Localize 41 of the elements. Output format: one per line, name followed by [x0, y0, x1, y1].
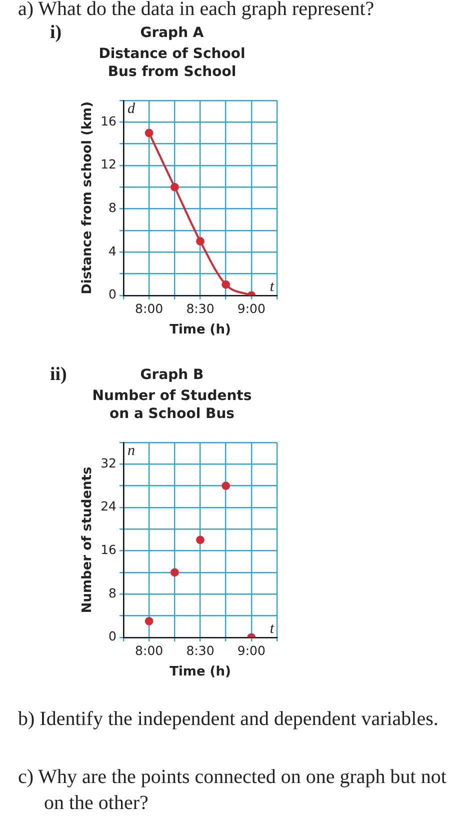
chart-subtitle: Number of Students on a School Bus	[91, 387, 253, 423]
point	[144, 616, 154, 626]
annotation: t	[270, 620, 275, 637]
annotation: d	[128, 100, 136, 117]
point	[170, 568, 179, 577]
annotation: n	[128, 442, 136, 459]
point	[196, 237, 204, 246]
point	[222, 280, 230, 289]
x-tick-label: 8:00	[135, 643, 164, 658]
y-tick-label: 8	[108, 200, 117, 216]
y-axis-title: Number of students	[80, 466, 96, 614]
y-tick-label: 8	[108, 585, 117, 600]
y-tick-label: 32	[100, 455, 117, 470]
y-tick-label: 16	[100, 113, 117, 128]
text: b) Identify the independent and dependent variables.	[18, 707, 440, 732]
chart-title: Graph B	[139, 366, 205, 384]
point	[222, 482, 230, 490]
x-tick-label: 9:00	[237, 643, 266, 658]
chart-subtitle: Distance of School Bus from School	[98, 45, 246, 81]
x-tick-label: 8:30	[186, 643, 214, 658]
x-tick-label: 9:00	[237, 301, 266, 316]
y-axis-title: Distance from school (km)	[80, 101, 96, 294]
x-axis-title: Time (h)	[170, 664, 231, 680]
y-tick-label: 16	[100, 542, 117, 558]
text: ii)	[50, 364, 67, 386]
text: c) Why are the points connected on one graph but not on the other?	[18, 765, 448, 816]
y-tick-label: 0	[108, 628, 117, 644]
x-tick-label: 8:30	[186, 301, 214, 316]
text: i)	[50, 22, 62, 44]
y-tick-label: 4	[108, 243, 117, 258]
y-tick-label: 24	[100, 498, 117, 514]
y-tick-label: 0	[108, 286, 117, 302]
point	[170, 182, 179, 192]
chart-title: Graph A	[139, 24, 205, 42]
x-tick-label: 8:00	[135, 301, 164, 316]
point	[196, 536, 204, 544]
x-axis-title: Time (h)	[170, 322, 231, 338]
point	[144, 128, 154, 138]
y-tick-label: 12	[100, 156, 117, 172]
annotation: t	[270, 278, 275, 295]
text: a) What do the data in each graph represent?	[18, 0, 374, 21]
